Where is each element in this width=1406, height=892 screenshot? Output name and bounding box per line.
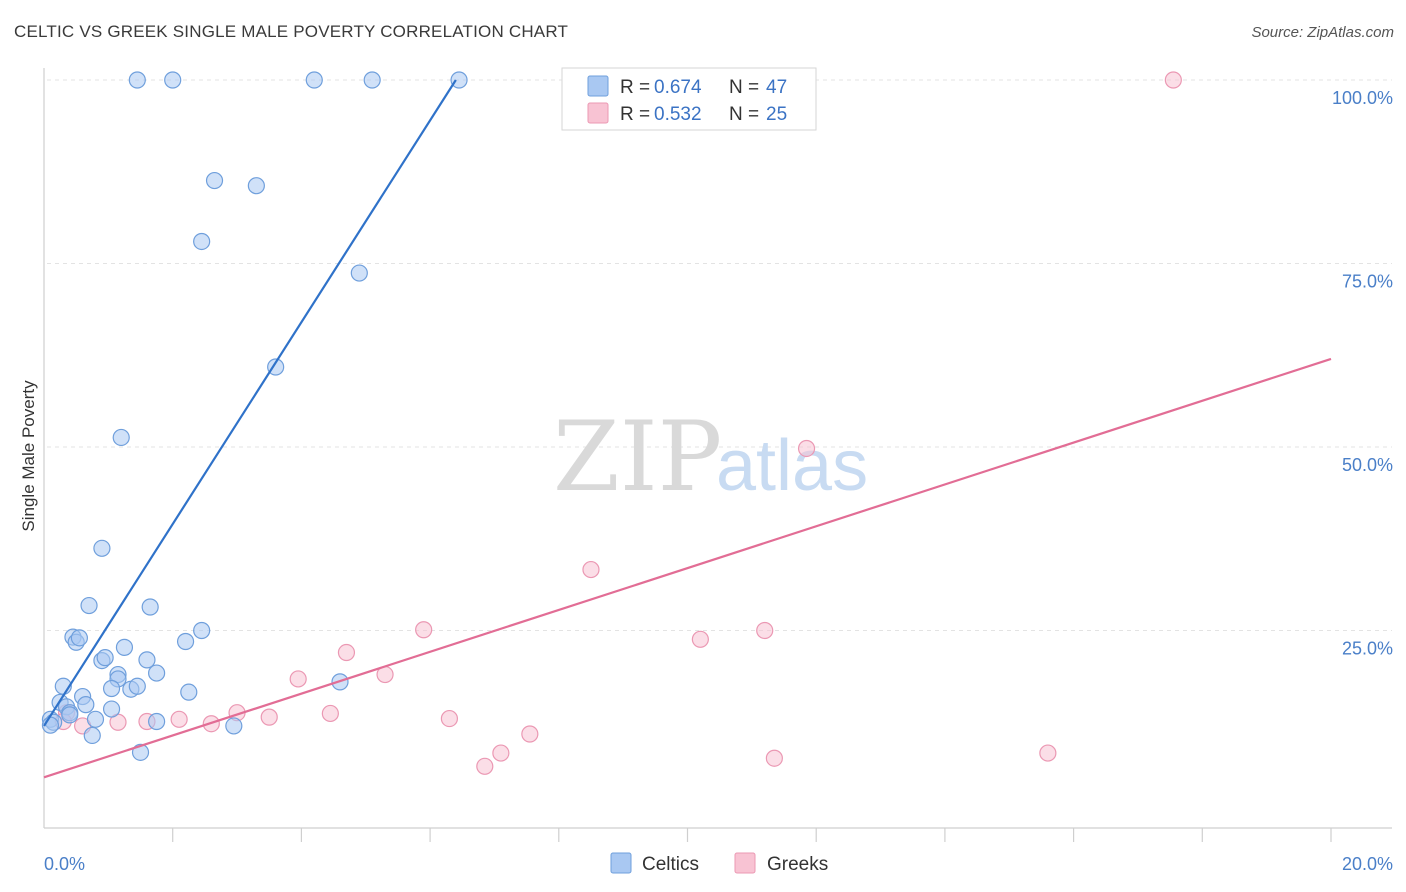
celtics-point (96, 649, 114, 667)
celtics-point (180, 683, 198, 701)
y-tick-label: 75.0% (1342, 272, 1393, 292)
celtics-trend-line (43, 79, 457, 727)
celtics-point (148, 712, 166, 731)
celtics-point (93, 539, 111, 557)
celtics-point (450, 71, 468, 89)
bottom-legend-greeks-label: Greeks (767, 854, 828, 875)
celtics-point (267, 358, 285, 376)
celtics-point (128, 677, 146, 695)
celtics-point (148, 664, 166, 682)
celtics-point (363, 71, 381, 89)
legend-celtics-n-value: 47 (766, 77, 787, 98)
greeks-point (691, 630, 709, 648)
celtics-point (350, 264, 368, 282)
legend-box: R = 0.674 N = 47 R = 0.532 N = 25 (561, 67, 817, 131)
celtics-point (102, 700, 121, 718)
celtics-point (77, 696, 95, 714)
celtics-point (225, 717, 243, 735)
greeks-point (521, 725, 539, 743)
celtics-point (83, 726, 101, 745)
y-tick-label: 25.0% (1342, 639, 1393, 659)
y-axis-label: Single Male Poverty (19, 380, 38, 532)
celtics-point (138, 651, 156, 669)
celtics-point (61, 706, 79, 724)
celtics-point (112, 428, 130, 447)
celtics-point (164, 71, 182, 89)
y-tick-label: 50.0% (1342, 455, 1393, 475)
watermark-atlas: atlas (716, 426, 868, 506)
celtics-point (86, 710, 105, 728)
legend-greeks-swatch (587, 102, 609, 124)
greeks-point (289, 670, 307, 688)
bottom-legend-greeks-swatch (734, 852, 756, 874)
celtics-point (70, 629, 88, 647)
celtics-point (305, 71, 323, 89)
watermark-zip: ZIP (553, 401, 722, 513)
celtics-points (41, 71, 468, 761)
greeks-trend-line (43, 357, 1332, 779)
y-tick-label: 100.0% (1332, 88, 1393, 108)
legend-greeks-r-value: 0.532 (654, 104, 702, 125)
greeks-point (765, 749, 783, 767)
x-tick-label-max: 20.0% (1342, 854, 1393, 874)
greeks-point (337, 643, 356, 662)
x-tick-label-min: 0.0% (44, 854, 85, 874)
legend-greeks-r-label: R = (620, 104, 650, 125)
celtics-point (193, 621, 211, 640)
bottom-legend-celtics-swatch (610, 852, 632, 874)
greeks-point (440, 709, 459, 728)
legend-celtics-swatch (587, 75, 609, 97)
greeks-point (476, 757, 494, 775)
legend-celtics-n-label: N = (729, 77, 759, 98)
greeks-point (1039, 744, 1057, 762)
greeks-point (415, 621, 433, 639)
trend-lines (43, 79, 1332, 779)
celtics-point (80, 596, 98, 615)
greeks-point (492, 744, 510, 762)
legend-celtics-r-label: R = (620, 77, 650, 98)
greeks-point (582, 560, 600, 579)
celtics-point (176, 632, 195, 651)
legend-celtics-r-value: 0.674 (654, 77, 702, 98)
source-credit: Source: ZipAtlas.com (1251, 24, 1394, 41)
celtics-point (141, 598, 159, 616)
legend-greeks-n-value: 25 (766, 104, 787, 125)
grid-lines (47, 79, 1392, 631)
celtics-point (102, 679, 121, 698)
celtics-point (115, 638, 134, 656)
greeks-point (797, 439, 816, 458)
greeks-point (321, 704, 339, 723)
celtics-point (193, 232, 211, 251)
celtics-point (128, 71, 146, 89)
celtics-point (247, 177, 265, 195)
y-tick-labels: 25.0% 50.0% 75.0% 100.0% (1332, 88, 1393, 659)
greeks-point (756, 621, 774, 640)
greeks-point (170, 710, 188, 728)
legend-greeks-n-label: N = (729, 104, 759, 125)
celtics-point (205, 171, 224, 190)
greeks-point (1164, 71, 1182, 89)
bottom-legend-celtics-label: Celtics (642, 854, 699, 875)
greeks-point (260, 708, 278, 726)
axes (43, 68, 1392, 842)
bottom-legend: Celtics Greeks (610, 852, 828, 875)
chart-title: CELTIC VS GREEK SINGLE MALE POVERTY CORR… (14, 22, 569, 41)
